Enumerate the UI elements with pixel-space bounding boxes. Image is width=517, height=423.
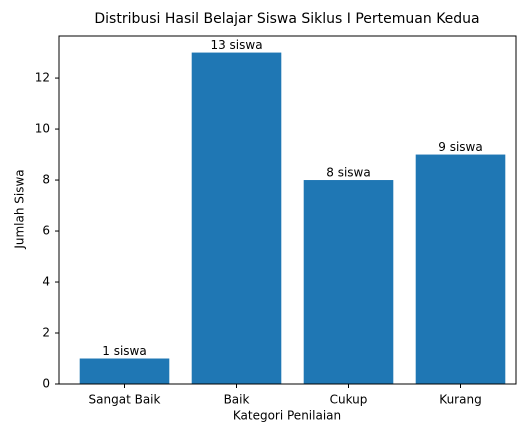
y-tick-label: 8 — [42, 173, 50, 187]
chart-title: Distribusi Hasil Belajar Siswa Siklus I … — [94, 11, 479, 27]
bar — [415, 154, 506, 384]
value-label: 9 siswa — [438, 140, 482, 154]
y-tick-label: 6 — [42, 224, 50, 238]
bar — [79, 358, 170, 384]
x-tick-label: Sangat Baik — [89, 393, 161, 407]
x-axis-label: Kategori Penilaian — [233, 409, 341, 423]
y-axis-label: Jumlah Siswa — [13, 169, 27, 249]
x-tick-label: Cukup — [330, 393, 368, 407]
x-tick-label: Kurang — [439, 393, 481, 407]
y-tick-label: 4 — [42, 275, 50, 289]
y-tick-label: 10 — [35, 122, 50, 136]
x-tick-label: Baik — [224, 393, 250, 407]
bar — [191, 52, 282, 384]
y-tick-label: 12 — [35, 71, 50, 85]
bar — [303, 180, 394, 384]
value-label: 13 siswa — [210, 38, 262, 52]
value-label: 1 siswa — [102, 344, 146, 358]
y-tick-label: 2 — [42, 326, 50, 340]
y-tick-label: 0 — [42, 377, 50, 391]
value-label: 8 siswa — [326, 166, 370, 180]
plot-frame — [58, 35, 517, 385]
